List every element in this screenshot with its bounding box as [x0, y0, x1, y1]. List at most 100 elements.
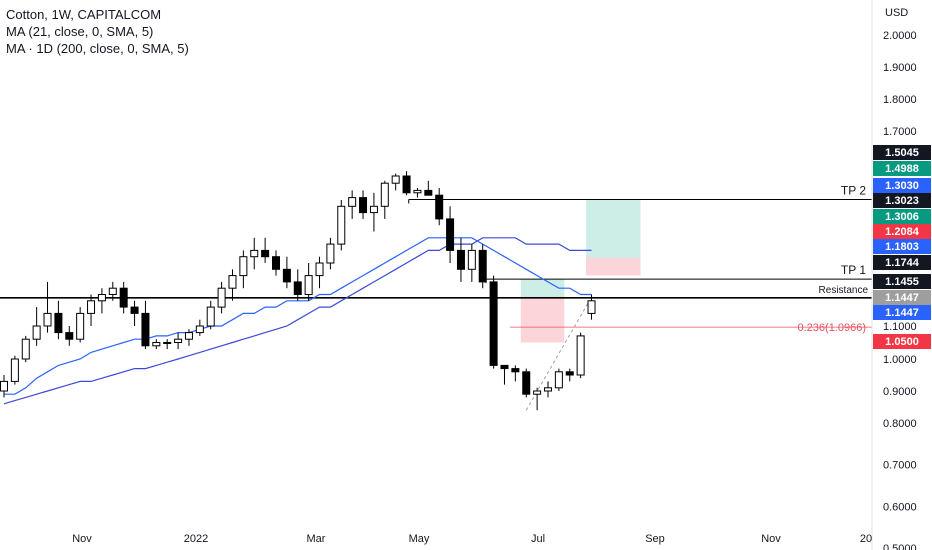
legend-ma21: MA (21, close, 0, SMA, 5): [6, 24, 154, 39]
candle[interactable]: [424, 189, 433, 196]
price-label-box: [873, 290, 931, 305]
candle[interactable]: [304, 275, 313, 296]
candle[interactable]: [174, 338, 183, 344]
candle[interactable]: [141, 312, 150, 347]
fib-level-label: 0.236(1.0966): [798, 322, 867, 334]
candle[interactable]: [130, 306, 139, 314]
time-axis-tick: 2022: [184, 533, 208, 545]
candle[interactable]: [413, 189, 422, 194]
ma200-line: [3, 237, 592, 405]
price-label-box: [873, 334, 931, 349]
price-label: 1.2084: [885, 226, 920, 238]
candle[interactable]: [576, 335, 585, 376]
candle[interactable]: [184, 332, 193, 340]
time-axis-tick: Jul: [531, 533, 545, 545]
time-axis-tick: Nov: [761, 533, 781, 545]
candle[interactable]: [163, 342, 172, 344]
candle[interactable]: [76, 312, 85, 340]
candle[interactable]: [435, 194, 444, 220]
level-label: TP 2: [841, 183, 866, 197]
price-label: 1.4988: [885, 163, 919, 175]
candle[interactable]: [478, 249, 487, 283]
price-label-box: [873, 239, 931, 254]
price-label: 1.1447: [885, 307, 919, 319]
candle[interactable]: [108, 287, 117, 296]
candle[interactable]: [87, 300, 96, 314]
candle[interactable]: [261, 249, 270, 258]
candle[interactable]: [54, 312, 63, 334]
price-label-box: [873, 224, 931, 239]
price-label: 1.3006: [885, 211, 919, 223]
candle[interactable]: [152, 342, 161, 347]
candle[interactable]: [587, 300, 596, 314]
price-label-box: [873, 161, 931, 176]
candle[interactable]: [250, 249, 259, 258]
time-axis-tick: May: [409, 533, 430, 545]
price-label: 1.1447: [885, 292, 919, 304]
candle[interactable]: [391, 175, 400, 184]
price-axis-unit: USD: [885, 7, 908, 19]
price-axis-tick: 1.7000: [883, 126, 917, 138]
price-label-box: [873, 193, 931, 208]
time-axis-tick: Sep: [645, 533, 665, 545]
candle[interactable]: [402, 175, 411, 194]
price-label-box: [873, 255, 931, 270]
candle[interactable]: [97, 294, 106, 302]
time-axis-tick: Nov: [72, 533, 92, 545]
price-axis-tick: 1.9000: [883, 62, 917, 74]
candle[interactable]: [195, 325, 204, 334]
price-label: 1.3023: [885, 195, 919, 207]
price-label: 1.1455: [885, 276, 919, 288]
ma21-line: [4, 237, 592, 395]
candle[interactable]: [544, 387, 552, 392]
candle[interactable]: [43, 312, 52, 327]
candle[interactable]: [337, 205, 346, 245]
candle[interactable]: [239, 256, 248, 277]
candle[interactable]: [228, 275, 237, 289]
candle[interactable]: [380, 182, 389, 207]
candle[interactable]: [511, 368, 520, 373]
price-axis-tick: 0.5000: [883, 543, 917, 550]
candle[interactable]: [456, 249, 465, 270]
candle[interactable]: [272, 256, 280, 270]
candle[interactable]: [206, 306, 215, 327]
candle[interactable]: [565, 371, 574, 376]
chart-legend: Cotton, 1W, CAPITALCOM MA (21, close, 0,…: [6, 6, 189, 57]
price-axis-tick: 1.1000: [883, 321, 917, 333]
price-axis-tick: 0.6000: [883, 501, 917, 513]
candle[interactable]: [282, 268, 291, 283]
legend-symbol-title: Cotton, 1W, CAPITALCOM: [6, 7, 162, 22]
candle[interactable]: [348, 197, 357, 207]
candle[interactable]: [326, 243, 335, 264]
candle[interactable]: [0, 380, 8, 392]
price-label: 1.0500: [885, 336, 919, 348]
candle[interactable]: [32, 325, 41, 340]
price-label: 1.1744: [885, 257, 920, 269]
candle[interactable]: [10, 358, 19, 382]
candle[interactable]: [217, 287, 226, 308]
candle[interactable]: [315, 262, 324, 277]
price-axis-tick: 1.8000: [883, 94, 917, 106]
candle[interactable]: [554, 371, 563, 389]
price-label: 1.5045: [885, 147, 919, 159]
level-label: TP 1: [841, 263, 866, 277]
candle[interactable]: [21, 338, 30, 360]
candle[interactable]: [446, 218, 455, 251]
loss-zone: [586, 257, 641, 276]
candle[interactable]: [65, 332, 74, 340]
price-axis-tick: 2.0000: [883, 30, 917, 42]
price-label-box: [873, 145, 931, 160]
candle[interactable]: [119, 287, 128, 308]
time-axis-tick: 20: [860, 533, 872, 545]
candle[interactable]: [467, 249, 476, 270]
candle[interactable]: [359, 197, 368, 214]
candle[interactable]: [489, 281, 498, 366]
candle[interactable]: [533, 390, 542, 395]
candle[interactable]: [293, 281, 302, 295]
time-axis-tick: Mar: [307, 533, 326, 545]
candle[interactable]: [522, 371, 531, 395]
candle[interactable]: [369, 205, 378, 214]
candle[interactable]: [500, 364, 509, 370]
price-label-box: [873, 178, 931, 193]
